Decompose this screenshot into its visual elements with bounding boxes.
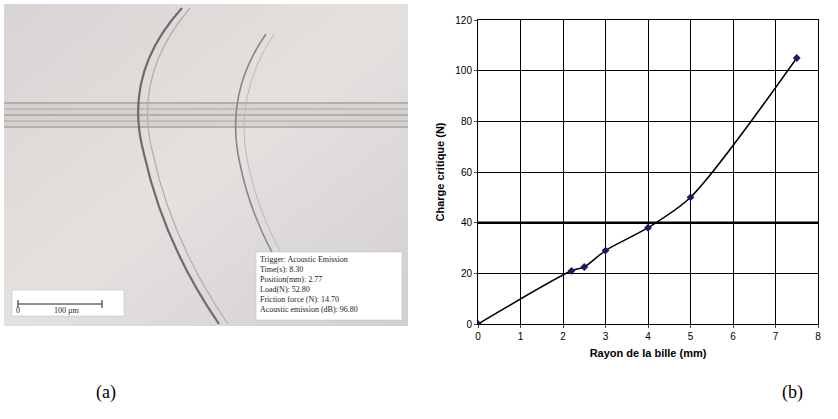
svg-text:0: 0 <box>475 331 481 342</box>
svg-text:Rayon de la bille (mm): Rayon de la bille (mm) <box>590 347 707 359</box>
html-text:(b): (b) <box>782 382 803 402</box>
svg-text:1: 1 <box>518 331 524 342</box>
svg-text:40: 40 <box>461 217 473 228</box>
svg-text:Time(s): 8.30: Time(s): 8.30 <box>260 265 303 274</box>
svg-text:7: 7 <box>773 331 779 342</box>
svg-text:0: 0 <box>466 319 472 330</box>
svg-text:4: 4 <box>645 331 651 342</box>
html-text:(a): (a) <box>96 382 116 402</box>
svg-text:2: 2 <box>560 331 566 342</box>
svg-text:Acoustic emission (dB): 96.80: Acoustic emission (dB): 96.80 <box>260 305 358 314</box>
svg-text:Friction force (N): 14.70: Friction force (N): 14.70 <box>260 295 339 304</box>
svg-text:100 µm: 100 µm <box>54 306 80 315</box>
svg-text:20: 20 <box>461 268 473 279</box>
svg-text:60: 60 <box>461 167 473 178</box>
svg-text:8: 8 <box>815 331 821 342</box>
svg-text:Charge critique (N): Charge critique (N) <box>434 122 446 221</box>
svg-text:0: 0 <box>16 306 20 315</box>
svg-text:80: 80 <box>461 116 473 127</box>
svg-text:5: 5 <box>688 331 694 342</box>
svg-text:120: 120 <box>455 15 472 26</box>
svg-text:Position(mm): 2.77: Position(mm): 2.77 <box>260 275 322 284</box>
svg-text:6: 6 <box>730 331 736 342</box>
svg-text:Trigger: Acoustic Emission: Trigger: Acoustic Emission <box>260 255 348 264</box>
svg-text:Load(N): 52.80: Load(N): 52.80 <box>260 285 310 294</box>
svg-text:100: 100 <box>455 65 472 76</box>
svg-text:3: 3 <box>603 331 609 342</box>
